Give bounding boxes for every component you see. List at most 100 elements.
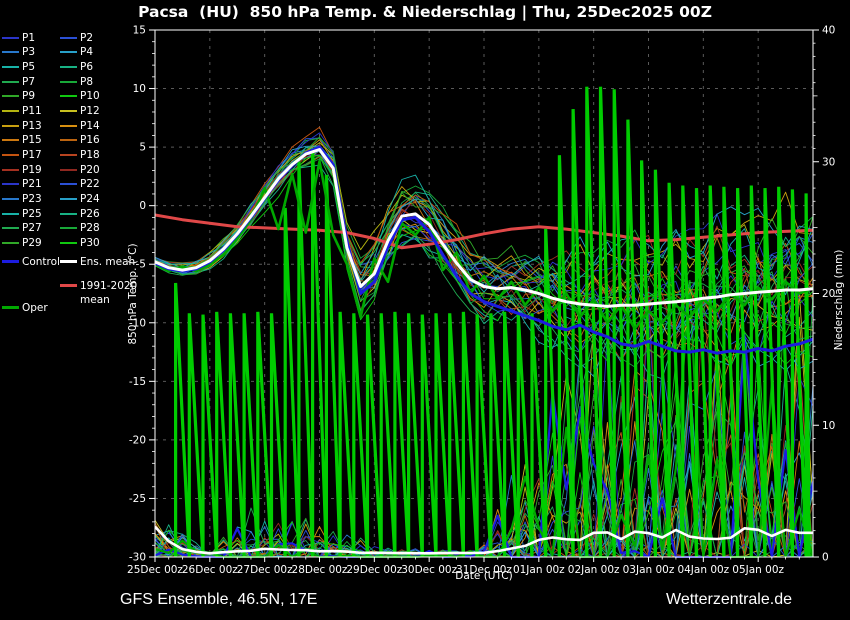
legend-item-climate-mean-swatch	[60, 284, 77, 287]
legend-item-p16: P16	[60, 134, 100, 147]
legend-item-climate-mean-line2-label: mean	[80, 293, 110, 306]
legend-item-p14: P14	[60, 119, 100, 132]
legend-item-p23-swatch	[2, 197, 19, 200]
legend-item-p9-label: P9	[22, 90, 36, 103]
model-info: GFS Ensemble, 46.5N, 17E	[120, 591, 318, 608]
svg-text:29Dec 00z: 29Dec 00z	[346, 564, 402, 576]
legend-item-p7-label: P7	[22, 75, 36, 88]
legend-item-p24-label: P24	[80, 192, 100, 205]
legend-item-p5-swatch	[2, 65, 19, 68]
legend-item-p11-label: P11	[22, 104, 42, 117]
legend-item-p1: P1	[2, 31, 35, 44]
legend-item-p20: P20	[60, 163, 100, 176]
legend-item-p10-swatch	[60, 95, 77, 98]
svg-text:04Jan 00z: 04Jan 00z	[677, 564, 729, 576]
legend-item-p19: P19	[2, 163, 42, 176]
legend-item-p7: P7	[2, 75, 35, 88]
legend-item-p30-swatch	[60, 241, 77, 244]
svg-text:0: 0	[139, 200, 146, 212]
legend-item-p25-label: P25	[22, 207, 42, 220]
svg-text:25Dec 00z: 25Dec 00z	[127, 564, 183, 576]
legend-item-p9: P9	[2, 90, 35, 103]
legend-item-p15: P15	[2, 134, 42, 147]
svg-text:-15: -15	[129, 376, 146, 388]
svg-text:15: 15	[133, 25, 146, 37]
legend-item-p26-label: P26	[80, 207, 100, 220]
legend-item-p5: P5	[2, 60, 35, 73]
legend-item-p6: P6	[60, 60, 93, 73]
legend-item-p6-label: P6	[80, 60, 94, 73]
axes: 15 10 5 0 -5 -10 -15 -20 -25 -30 0 10 20 30 40 25Dec 00…	[127, 25, 835, 577]
legend-item-p13: P13	[2, 119, 42, 132]
svg-text:20: 20	[822, 288, 835, 300]
legend-item-p15-label: P15	[22, 134, 42, 147]
legend-item-p19-swatch	[2, 168, 19, 171]
member-temp-P27	[155, 155, 813, 356]
legend-item-p29-label: P29	[22, 236, 42, 249]
legend-item-p3-swatch	[2, 51, 19, 54]
svg-text:01Jan 00z: 01Jan 00z	[513, 564, 565, 576]
svg-text:40: 40	[822, 25, 835, 37]
svg-text:03Jan 00z: 03Jan 00z	[623, 564, 675, 576]
legend-item-p6-swatch	[60, 65, 77, 68]
member-temp-P26	[155, 164, 813, 380]
watermark: Wetterzentrale.de	[666, 591, 792, 608]
legend-item-p12-label: P12	[80, 104, 100, 117]
legend-item-p2: P2	[60, 31, 93, 44]
legend-item-p18-label: P18	[80, 148, 100, 161]
legend-item-p20-swatch	[60, 168, 77, 171]
legend-item-p8: P8	[60, 75, 93, 88]
legend-item-p26-swatch	[60, 212, 77, 215]
legend-item-p27-swatch	[2, 227, 19, 230]
svg-text:02Jan 00z: 02Jan 00z	[568, 564, 620, 576]
legend-item-p2-swatch	[60, 36, 77, 39]
legend-item-p12-swatch	[60, 109, 77, 112]
legend-item-p22-label: P22	[80, 178, 100, 191]
svg-text:31Dec 00z: 31Dec 00z	[456, 564, 512, 576]
legend-item-p8-label: P8	[80, 75, 94, 88]
ens-mean-temp-line	[155, 148, 813, 308]
member-temp-P11	[155, 142, 813, 315]
member-temp-P30	[155, 154, 813, 368]
legend-item-p2-label: P2	[80, 31, 94, 44]
legend-item-p10: P10	[60, 90, 100, 103]
legend-item-p29-swatch	[2, 241, 19, 244]
legend-item-control-label: Control	[22, 255, 60, 268]
legend-item-p14-label: P14	[80, 119, 100, 132]
svg-text:-30: -30	[129, 552, 146, 564]
legend-item-p13-swatch	[2, 124, 19, 127]
legend-item-p3: P3	[2, 46, 35, 59]
legend-item-p17-swatch	[2, 153, 19, 156]
legend-item-p19-label: P19	[22, 163, 42, 176]
legend-item-p21-label: P21	[22, 178, 42, 191]
legend-item-p30: P30	[60, 236, 100, 249]
legend-item-p23-label: P23	[22, 192, 42, 205]
legend-item-p1-label: P1	[22, 31, 36, 44]
legend-item-ens-mean-swatch	[60, 260, 77, 263]
legend-item-p26: P26	[60, 207, 100, 220]
climate-mean-line	[155, 213, 813, 250]
legend-item-p16-label: P16	[80, 134, 100, 147]
legend-item-p14-swatch	[60, 124, 77, 127]
svg-text:30Dec 00z: 30Dec 00z	[401, 564, 457, 576]
legend-item-p4-swatch	[60, 51, 77, 54]
legend-item-p21-swatch	[2, 183, 19, 186]
legend-item-p16-swatch	[60, 139, 77, 142]
legend-item-p27-label: P27	[22, 222, 42, 235]
legend-item-p18-swatch	[60, 153, 77, 156]
legend-item-p7-swatch	[2, 80, 19, 83]
legend-item-p25: P25	[2, 207, 42, 220]
legend-item-p17-label: P17	[22, 148, 42, 161]
legend-item-p8-swatch	[60, 80, 77, 83]
legend-item-ens-mean: Ens. mean	[60, 255, 135, 268]
legend-item-p4-label: P4	[80, 46, 94, 59]
legend-item-oper-label: Oper	[22, 301, 48, 314]
svg-text:28Dec 00z: 28Dec 00z	[292, 564, 348, 576]
svg-text:05Jan 00z: 05Jan 00z	[732, 564, 784, 576]
member-temp-P28	[155, 158, 813, 368]
svg-text:-20: -20	[129, 434, 146, 446]
legend-item-p30-label: P30	[80, 236, 100, 249]
svg-text:10: 10	[133, 83, 146, 95]
svg-text:30: 30	[822, 156, 835, 168]
